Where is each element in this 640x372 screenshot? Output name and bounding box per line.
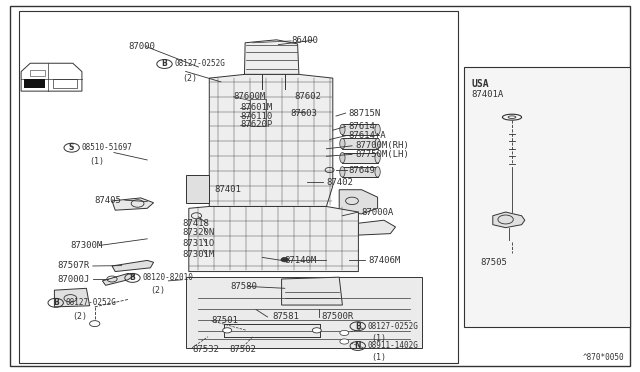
- Circle shape: [281, 257, 289, 262]
- Text: (2): (2): [150, 286, 165, 295]
- Text: 86400: 86400: [291, 36, 318, 45]
- Polygon shape: [112, 198, 154, 210]
- Polygon shape: [186, 277, 422, 348]
- Text: 87418: 87418: [182, 219, 209, 228]
- Text: 87140M: 87140M: [285, 256, 317, 265]
- Text: 87614+A: 87614+A: [349, 131, 387, 140]
- Polygon shape: [209, 74, 333, 206]
- Text: 87402: 87402: [326, 178, 353, 187]
- Text: (2): (2): [182, 74, 197, 83]
- Text: 87505: 87505: [480, 258, 507, 267]
- Polygon shape: [358, 220, 396, 235]
- Circle shape: [340, 339, 349, 344]
- Text: 87000: 87000: [128, 42, 155, 51]
- Polygon shape: [186, 175, 209, 203]
- Text: 87602: 87602: [294, 92, 321, 101]
- Polygon shape: [339, 190, 378, 214]
- Polygon shape: [342, 124, 378, 135]
- Text: 87600M: 87600M: [234, 92, 266, 101]
- Text: USA: USA: [472, 79, 490, 89]
- Text: (1): (1): [371, 334, 386, 343]
- Text: 87532: 87532: [192, 345, 219, 354]
- Ellipse shape: [375, 138, 380, 149]
- Bar: [250, 99, 266, 126]
- Text: B: B: [355, 322, 360, 331]
- Text: (1): (1): [371, 353, 386, 362]
- Text: 87601M: 87601M: [240, 103, 272, 112]
- Text: (1): (1): [90, 157, 104, 166]
- Text: 87750M(LH): 87750M(LH): [355, 150, 409, 159]
- Text: 87000J: 87000J: [58, 275, 90, 283]
- Polygon shape: [493, 212, 525, 228]
- Circle shape: [340, 330, 349, 336]
- Text: 87311O: 87311O: [182, 239, 214, 248]
- Text: 08127-0252G: 08127-0252G: [65, 298, 116, 307]
- Text: 87700M(RH): 87700M(RH): [355, 141, 409, 150]
- Ellipse shape: [340, 124, 345, 135]
- Polygon shape: [342, 153, 378, 163]
- Text: 87406M: 87406M: [368, 256, 400, 265]
- Polygon shape: [112, 260, 154, 272]
- Text: 87300M: 87300M: [70, 241, 102, 250]
- Text: 08911-1402G: 08911-1402G: [367, 341, 418, 350]
- Text: 08127-0252G: 08127-0252G: [367, 322, 418, 331]
- Text: 87507R: 87507R: [58, 262, 90, 270]
- Text: B: B: [53, 298, 58, 307]
- Text: 87614: 87614: [349, 122, 376, 131]
- Text: 87000A: 87000A: [362, 208, 394, 217]
- Text: 88715N: 88715N: [349, 109, 381, 118]
- Text: 87649: 87649: [349, 166, 376, 174]
- Bar: [52, 80, 77, 88]
- Text: 87405: 87405: [95, 196, 122, 205]
- Text: 87502: 87502: [229, 345, 256, 354]
- Text: 87401A: 87401A: [472, 90, 504, 99]
- Ellipse shape: [340, 167, 345, 177]
- Polygon shape: [244, 40, 299, 74]
- Polygon shape: [189, 206, 358, 272]
- Text: 87500R: 87500R: [321, 312, 353, 321]
- Text: 87301M: 87301M: [182, 250, 214, 259]
- Text: (2): (2): [72, 312, 87, 321]
- Text: 87580: 87580: [230, 282, 257, 291]
- Polygon shape: [342, 138, 378, 149]
- Text: 876110: 876110: [240, 112, 272, 121]
- Circle shape: [223, 328, 232, 333]
- Ellipse shape: [375, 124, 380, 135]
- Bar: [24, 80, 45, 89]
- Text: 87581: 87581: [272, 312, 299, 321]
- Ellipse shape: [375, 153, 380, 163]
- Polygon shape: [54, 288, 90, 307]
- Text: 87620P: 87620P: [240, 121, 272, 129]
- Text: S: S: [69, 143, 74, 152]
- Text: B: B: [162, 60, 167, 68]
- Bar: [464, 67, 630, 327]
- Ellipse shape: [340, 153, 345, 163]
- Text: B: B: [130, 273, 135, 282]
- Polygon shape: [102, 273, 134, 285]
- Text: 87603: 87603: [290, 109, 317, 118]
- Ellipse shape: [375, 167, 380, 177]
- Ellipse shape: [340, 138, 345, 149]
- Text: N: N: [355, 341, 361, 350]
- Polygon shape: [342, 167, 378, 177]
- Text: 87401: 87401: [214, 185, 241, 194]
- Circle shape: [90, 321, 100, 327]
- Circle shape: [312, 328, 321, 333]
- Polygon shape: [282, 277, 342, 305]
- Text: 08510-51697: 08510-51697: [81, 143, 132, 152]
- Text: ^870*0050: ^870*0050: [582, 353, 624, 362]
- Text: 08127-0252G: 08127-0252G: [174, 60, 225, 68]
- Bar: [30, 70, 45, 76]
- Text: 87501: 87501: [211, 316, 238, 325]
- Text: 87320N: 87320N: [182, 228, 214, 237]
- Text: 08120-82010: 08120-82010: [142, 273, 193, 282]
